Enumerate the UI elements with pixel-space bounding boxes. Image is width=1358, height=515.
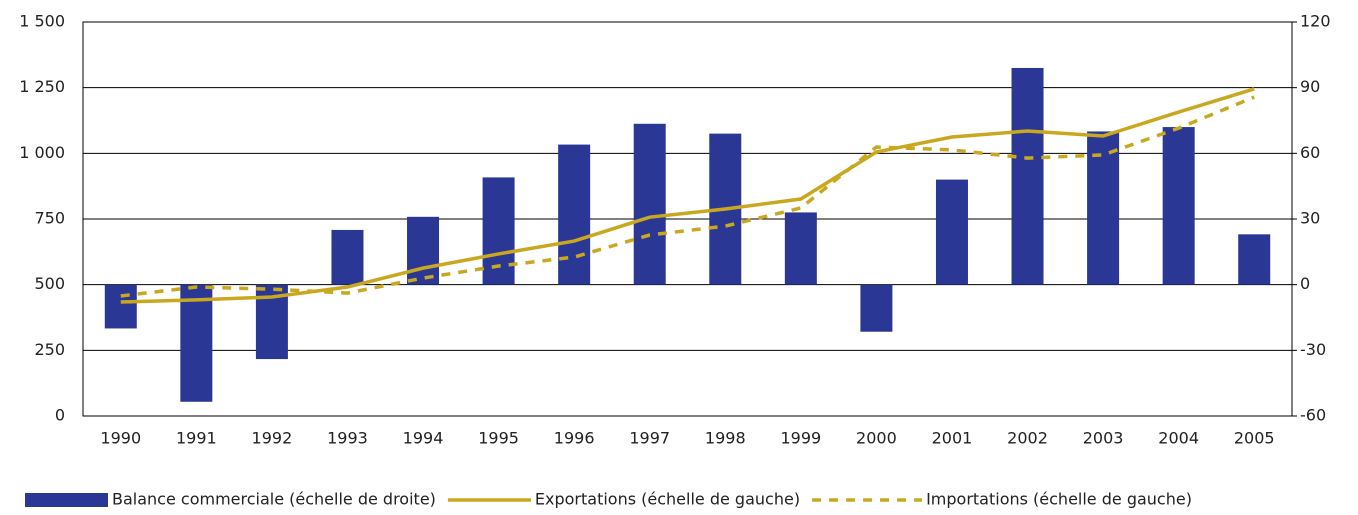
bar [331, 229, 364, 285]
bar [784, 212, 817, 285]
x-tick-label: 2002 [1007, 429, 1048, 448]
line [120, 87, 1255, 304]
y-tick-label: 1 500 [19, 12, 65, 31]
bar [935, 179, 968, 285]
y2-tick-label: 0 [1300, 274, 1310, 293]
x-tick-label: 1997 [629, 429, 670, 448]
line [120, 95, 1255, 298]
y-tick-label: 1 000 [19, 143, 65, 162]
x-tick-label: 2004 [1158, 429, 1199, 448]
y2-tick-label: 90 [1300, 77, 1320, 96]
x-tick-label: 1991 [176, 429, 217, 448]
plot-frame [82, 21, 1293, 417]
bar [1238, 234, 1271, 285]
x-tick-label: 1990 [100, 429, 141, 448]
bar [1087, 131, 1120, 285]
bar [1011, 67, 1044, 285]
x-tick-label: 1999 [780, 429, 821, 448]
legend-swatch [25, 493, 108, 507]
y-tick-label: 1 250 [19, 77, 65, 96]
bar [180, 284, 213, 402]
bar [558, 144, 591, 285]
x-tick-label: 1994 [403, 429, 444, 448]
y2-tick-label: -60 [1300, 406, 1326, 425]
x-tick-label: 2001 [932, 429, 973, 448]
y2-tick-label: 60 [1300, 143, 1320, 162]
y2-tick-label: 30 [1300, 209, 1320, 228]
x-tick-label: 1996 [554, 429, 595, 448]
x-tick-label: 2003 [1083, 429, 1124, 448]
legend-label: Balance commerciale (échelle de droite) [112, 490, 436, 509]
y-tick-label: 250 [34, 340, 65, 359]
x-tick-label: 2000 [856, 429, 897, 448]
legend-label: Exportations (échelle de gauche) [535, 490, 800, 509]
x-tick-label: 2005 [1234, 429, 1275, 448]
bar [633, 123, 666, 285]
bar [407, 216, 440, 285]
y-tick-label: 750 [34, 209, 65, 228]
x-tick-label: 1998 [705, 429, 746, 448]
bar [860, 284, 893, 332]
y2-tick-label: -30 [1300, 340, 1326, 359]
x-tick-label: 1992 [252, 429, 293, 448]
legend-label: Importations (échelle de gauche) [926, 490, 1192, 509]
bar [1162, 127, 1195, 285]
y2-tick-label: 120 [1300, 12, 1331, 31]
y-tick-label: 0 [55, 406, 65, 425]
bar [104, 284, 137, 329]
x-tick-label: 1995 [478, 429, 519, 448]
bar [482, 177, 515, 285]
x-tick-label: 1993 [327, 429, 368, 448]
y-tick-label: 500 [34, 274, 65, 293]
